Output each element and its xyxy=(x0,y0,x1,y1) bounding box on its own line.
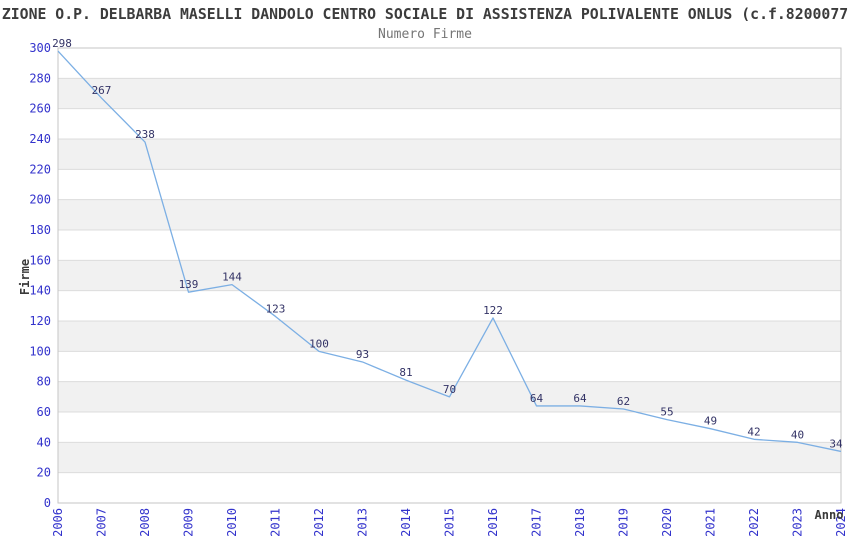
y-tick-label: 120 xyxy=(29,314,51,328)
y-tick-label: 220 xyxy=(29,162,51,176)
x-tick-label: 2009 xyxy=(182,508,196,537)
y-tick-label: 100 xyxy=(29,344,51,358)
data-point-label: 238 xyxy=(135,128,155,141)
plot-border xyxy=(57,47,842,504)
plot-band xyxy=(58,78,841,109)
data-point-label: 55 xyxy=(660,406,673,419)
plot-band xyxy=(58,290,841,321)
y-tick-label: 140 xyxy=(29,284,51,298)
x-tick-label: 2022 xyxy=(747,508,761,537)
y-tick-label: 200 xyxy=(29,193,51,207)
data-point-label: 100 xyxy=(309,337,329,350)
data-point-label: 139 xyxy=(179,278,199,291)
y-tick-label: 40 xyxy=(37,435,51,449)
x-tick-label: 2012 xyxy=(312,508,326,537)
x-tick-label: 2011 xyxy=(269,508,283,537)
y-tick-label: 80 xyxy=(37,375,51,389)
data-point-label: 267 xyxy=(92,84,112,97)
plot-band xyxy=(58,442,841,473)
data-point-label: 62 xyxy=(617,395,630,408)
y-tick-label: 300 xyxy=(29,41,51,55)
x-tick-label: 2013 xyxy=(356,508,370,537)
plot-band xyxy=(58,199,841,230)
y-tick-label: 0 xyxy=(44,496,51,510)
plot-band xyxy=(58,48,841,79)
plot-band xyxy=(58,472,841,503)
y-tick-label: 60 xyxy=(37,405,51,419)
x-tick-label: 2021 xyxy=(704,508,718,537)
plot-band xyxy=(58,260,841,291)
data-point-label: 298 xyxy=(52,37,72,50)
chart-subtitle: Numero Firme xyxy=(378,27,472,42)
data-point-label: 40 xyxy=(791,428,804,441)
data-point-label: 70 xyxy=(443,383,456,396)
plot-band xyxy=(58,139,841,170)
x-tick-label: 2010 xyxy=(225,508,239,537)
data-point-label: 34 xyxy=(829,437,843,450)
x-axis-title: Anno xyxy=(815,508,844,522)
x-tick-label: 2016 xyxy=(486,508,500,537)
y-tick-label: 240 xyxy=(29,132,51,146)
data-point-label: 144 xyxy=(222,271,242,284)
data-point-label: 81 xyxy=(399,366,412,379)
y-axis-title: Firme xyxy=(18,259,32,295)
y-tick-label: 180 xyxy=(29,223,51,237)
plot-band xyxy=(58,230,841,261)
x-tick-label: 2020 xyxy=(660,508,674,537)
plot-band xyxy=(58,321,841,352)
x-tick-label: 2015 xyxy=(443,508,457,537)
data-point-label: 64 xyxy=(530,392,544,405)
plot-band xyxy=(58,351,841,382)
y-tick-label: 20 xyxy=(37,466,51,480)
chart-title: ZIONE O.P. DELBARBA MASELLI DANDOLO CENT… xyxy=(1,6,849,23)
data-point-label: 49 xyxy=(704,415,717,428)
y-tick-label: 260 xyxy=(29,102,51,116)
x-tick-label: 2014 xyxy=(399,508,413,537)
data-point-label: 123 xyxy=(266,302,286,315)
plot-band xyxy=(58,108,841,139)
data-point-label: 122 xyxy=(483,304,503,317)
x-tick-label: 2007 xyxy=(95,508,109,537)
data-line xyxy=(57,50,842,453)
y-tick-label: 160 xyxy=(29,253,51,267)
x-tick-label: 2023 xyxy=(791,508,805,537)
x-tick-label: 2019 xyxy=(617,508,631,537)
data-point-label: 64 xyxy=(573,392,587,405)
x-tick-label: 2006 xyxy=(51,508,65,537)
data-point-label: 93 xyxy=(356,348,369,361)
data-point-label: 42 xyxy=(747,425,760,438)
x-tick-label: 2024 xyxy=(834,508,848,537)
x-tick-label: 2008 xyxy=(138,508,152,537)
plot-band xyxy=(58,412,841,443)
y-tick-label: 280 xyxy=(29,71,51,85)
x-tick-label: 2018 xyxy=(573,508,587,537)
plot-band xyxy=(58,169,841,200)
x-tick-label: 2017 xyxy=(530,508,544,537)
